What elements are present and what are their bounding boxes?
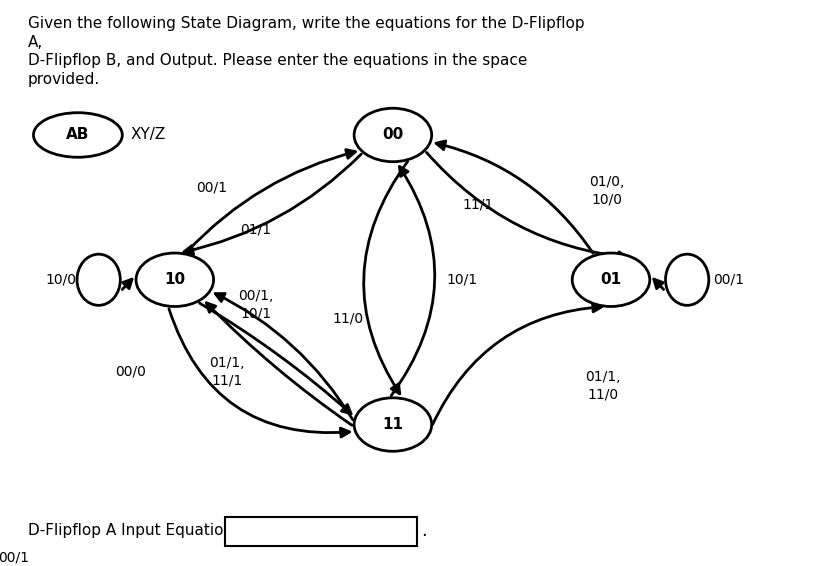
- Text: AB: AB: [67, 127, 89, 143]
- Text: 11: 11: [383, 417, 403, 432]
- Text: 11/1: 11/1: [462, 198, 493, 212]
- Text: 00: 00: [383, 127, 404, 143]
- Ellipse shape: [354, 398, 432, 451]
- Ellipse shape: [572, 253, 649, 306]
- Text: 00/1: 00/1: [713, 273, 744, 287]
- Text: 11/0: 11/0: [333, 312, 364, 326]
- Text: 00/0: 00/0: [115, 365, 146, 379]
- Text: A,: A,: [28, 35, 44, 50]
- Text: 01/1,
11/0: 01/1, 11/0: [585, 370, 621, 401]
- Text: 00/1: 00/1: [195, 181, 227, 195]
- Ellipse shape: [136, 253, 213, 306]
- Text: Given the following State Diagram, write the equations for the D-Flipflop: Given the following State Diagram, write…: [28, 16, 585, 31]
- Text: D-Flipflop A Input Equation:: D-Flipflop A Input Equation:: [28, 523, 238, 538]
- Text: 10/1: 10/1: [446, 273, 477, 287]
- Text: 00/1: 00/1: [0, 551, 29, 564]
- FancyBboxPatch shape: [225, 517, 416, 546]
- Text: 01/1: 01/1: [240, 222, 271, 237]
- Text: 01: 01: [600, 272, 621, 288]
- Text: 00/1,
10/1: 00/1, 10/1: [238, 289, 273, 320]
- Text: D-Flipflop B, and Output. Please enter the equations in the space: D-Flipflop B, and Output. Please enter t…: [28, 53, 527, 68]
- Ellipse shape: [354, 108, 432, 162]
- Text: 01/1,
11/1: 01/1, 11/1: [209, 356, 245, 387]
- Text: 01/0,
10/0: 01/0, 10/0: [589, 175, 625, 207]
- Text: .: .: [421, 522, 427, 539]
- Text: 10/0: 10/0: [46, 273, 76, 287]
- Text: XY/Z: XY/Z: [131, 127, 165, 143]
- Text: provided.: provided.: [28, 72, 100, 87]
- Text: 10: 10: [164, 272, 186, 288]
- Ellipse shape: [34, 113, 122, 157]
